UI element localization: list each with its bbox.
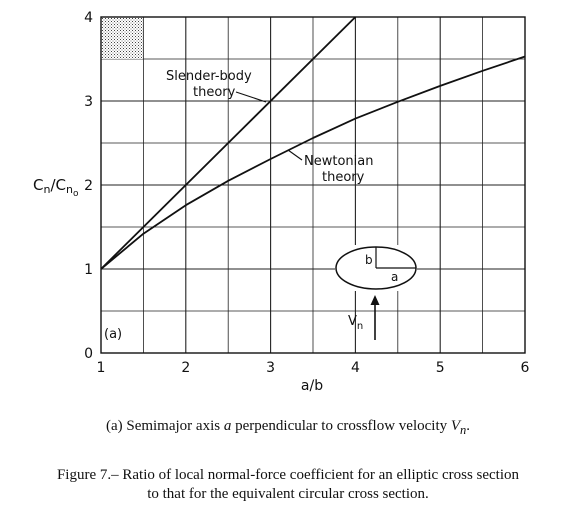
x-tick-label: 3 xyxy=(266,360,275,376)
y-tick-label: 2 xyxy=(84,178,93,194)
figure-caption-line-2: to that for the equivalent circular cros… xyxy=(147,486,429,502)
figure-caption-line-1: Figure 7.– Ratio of local normal-force c… xyxy=(56,467,520,483)
velocity-arrow xyxy=(370,295,380,340)
x-tick-label: 5 xyxy=(436,360,445,376)
x-tick-label: 6 xyxy=(521,360,530,376)
panel-label: (a) xyxy=(104,327,122,342)
slender-body-line xyxy=(100,16,357,270)
newtonian-label-line2: theory xyxy=(322,170,365,185)
corner-stipple xyxy=(101,17,143,59)
curves xyxy=(100,16,526,270)
slender-label-line2: theory xyxy=(193,85,236,100)
slender-leader-line xyxy=(235,91,267,103)
x-tick-label: 2 xyxy=(181,360,190,376)
newtonian-leader-line xyxy=(287,149,303,161)
subcaption: (a) Semimajor axis a perpendicular to cr… xyxy=(105,418,471,437)
y-axis-label: Cn/Cno xyxy=(33,176,79,199)
velocity-label: Vn xyxy=(348,314,363,332)
y-tick-label: 1 xyxy=(84,262,93,278)
y-tick-label: 4 xyxy=(84,10,93,26)
newtonian-line xyxy=(100,55,526,270)
y-tick-label: 0 xyxy=(84,346,93,362)
ellipse-inset: b a xyxy=(335,245,417,291)
newtonian-label-line1: Newtonian xyxy=(304,154,373,169)
inset-a-label: a xyxy=(391,270,398,284)
y-tick-label: 3 xyxy=(84,94,93,110)
inset-b-label: b xyxy=(365,253,373,267)
x-tick-label: 4 xyxy=(351,360,360,376)
grid xyxy=(101,17,525,353)
x-tick-label: 1 xyxy=(97,360,106,376)
slender-label-line1: Slender-body xyxy=(166,69,252,84)
plot-frame xyxy=(100,16,526,354)
figure-caption: Figure 7.– Ratio of local normal-force c… xyxy=(0,466,576,504)
x-axis-label: a/b xyxy=(301,378,323,394)
